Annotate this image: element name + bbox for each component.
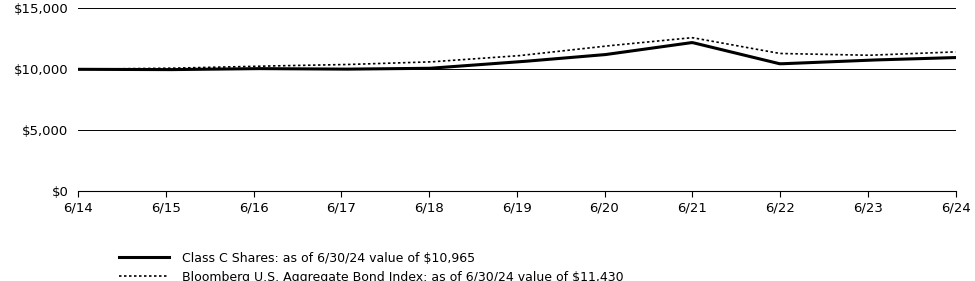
Class C Shares: as of 6/30/24 value of $10,965: (6.99, 1.22e+04): as of 6/30/24 value of $10,965: (6.99, 1… bbox=[685, 41, 697, 44]
Class C Shares: as of 6/30/24 value of $10,965: (8.24, 1.05e+04): as of 6/30/24 value of $10,965: (8.24, 1… bbox=[795, 61, 806, 65]
Bloomberg U.S. Aggregate Bond Index: as of 6/30/24 value of $11,430: (0, 1e+04): as of 6/30/24 value of $11,430: (0, 1e+0… bbox=[72, 68, 84, 71]
Bloomberg U.S. Aggregate Bond Index: as of 6/30/24 value of $11,430: (10, 1.14e+04): as of 6/30/24 value of $11,430: (10, 1.1… bbox=[950, 50, 961, 54]
Class C Shares: as of 6/30/24 value of $10,965: (9.8, 1.09e+04): as of 6/30/24 value of $10,965: (9.8, 1.… bbox=[932, 56, 944, 60]
Legend: Class C Shares: as of 6/30/24 value of $10,965, Bloomberg U.S. Aggregate Bond In: Class C Shares: as of 6/30/24 value of $… bbox=[119, 252, 623, 281]
Class C Shares: as of 6/30/24 value of $10,965: (4.77, 1.05e+04): as of 6/30/24 value of $10,965: (4.77, 1… bbox=[490, 62, 502, 65]
Bloomberg U.S. Aggregate Bond Index: as of 6/30/24 value of $11,430: (4.81, 1.1e+04): as of 6/30/24 value of $11,430: (4.81, 1… bbox=[494, 55, 506, 59]
Line: Bloomberg U.S. Aggregate Bond Index: as of 6/30/24 value of $11,430: Bloomberg U.S. Aggregate Bond Index: as … bbox=[78, 38, 956, 69]
Class C Shares: as of 6/30/24 value of $10,965: (4.83, 1.05e+04): as of 6/30/24 value of $10,965: (4.83, 1… bbox=[496, 62, 508, 65]
Class C Shares: as of 6/30/24 value of $10,965: (5.43, 1.09e+04): as of 6/30/24 value of $10,965: (5.43, 1… bbox=[549, 57, 561, 60]
Bloomberg U.S. Aggregate Bond Index: as of 6/30/24 value of $11,430: (6.99, 1.26e+04): as of 6/30/24 value of $11,430: (6.99, 1… bbox=[685, 36, 697, 39]
Class C Shares: as of 6/30/24 value of $10,965: (5.97, 1.12e+04): as of 6/30/24 value of $10,965: (5.97, 1… bbox=[596, 53, 607, 56]
Bloomberg U.S. Aggregate Bond Index: as of 6/30/24 value of $11,430: (8.22, 1.13e+04): as of 6/30/24 value of $11,430: (8.22, 1… bbox=[793, 52, 804, 56]
Bloomberg U.S. Aggregate Bond Index: as of 6/30/24 value of $11,430: (5.95, 1.19e+04): as of 6/30/24 value of $11,430: (5.95, 1… bbox=[595, 45, 606, 48]
Class C Shares: as of 6/30/24 value of $10,965: (10, 1.1e+04): as of 6/30/24 value of $10,965: (10, 1.1… bbox=[950, 56, 961, 59]
Line: Class C Shares: as of 6/30/24 value of $10,965: Class C Shares: as of 6/30/24 value of $… bbox=[78, 43, 956, 70]
Bloomberg U.S. Aggregate Bond Index: as of 6/30/24 value of $11,430: (4.75, 1.1e+04): as of 6/30/24 value of $11,430: (4.75, 1… bbox=[488, 56, 500, 59]
Bloomberg U.S. Aggregate Bond Index: as of 6/30/24 value of $11,430: (9.78, 1.14e+04): as of 6/30/24 value of $11,430: (9.78, 1… bbox=[930, 51, 942, 54]
Bloomberg U.S. Aggregate Bond Index: as of 6/30/24 value of $11,430: (5.41, 1.14e+04): as of 6/30/24 value of $11,430: (5.41, 1… bbox=[547, 50, 559, 54]
Class C Shares: as of 6/30/24 value of $10,965: (1, 9.97e+03): as of 6/30/24 value of $10,965: (1, 9.97… bbox=[160, 68, 172, 71]
Class C Shares: as of 6/30/24 value of $10,965: (0, 1e+04): as of 6/30/24 value of $10,965: (0, 1e+0… bbox=[72, 68, 84, 71]
